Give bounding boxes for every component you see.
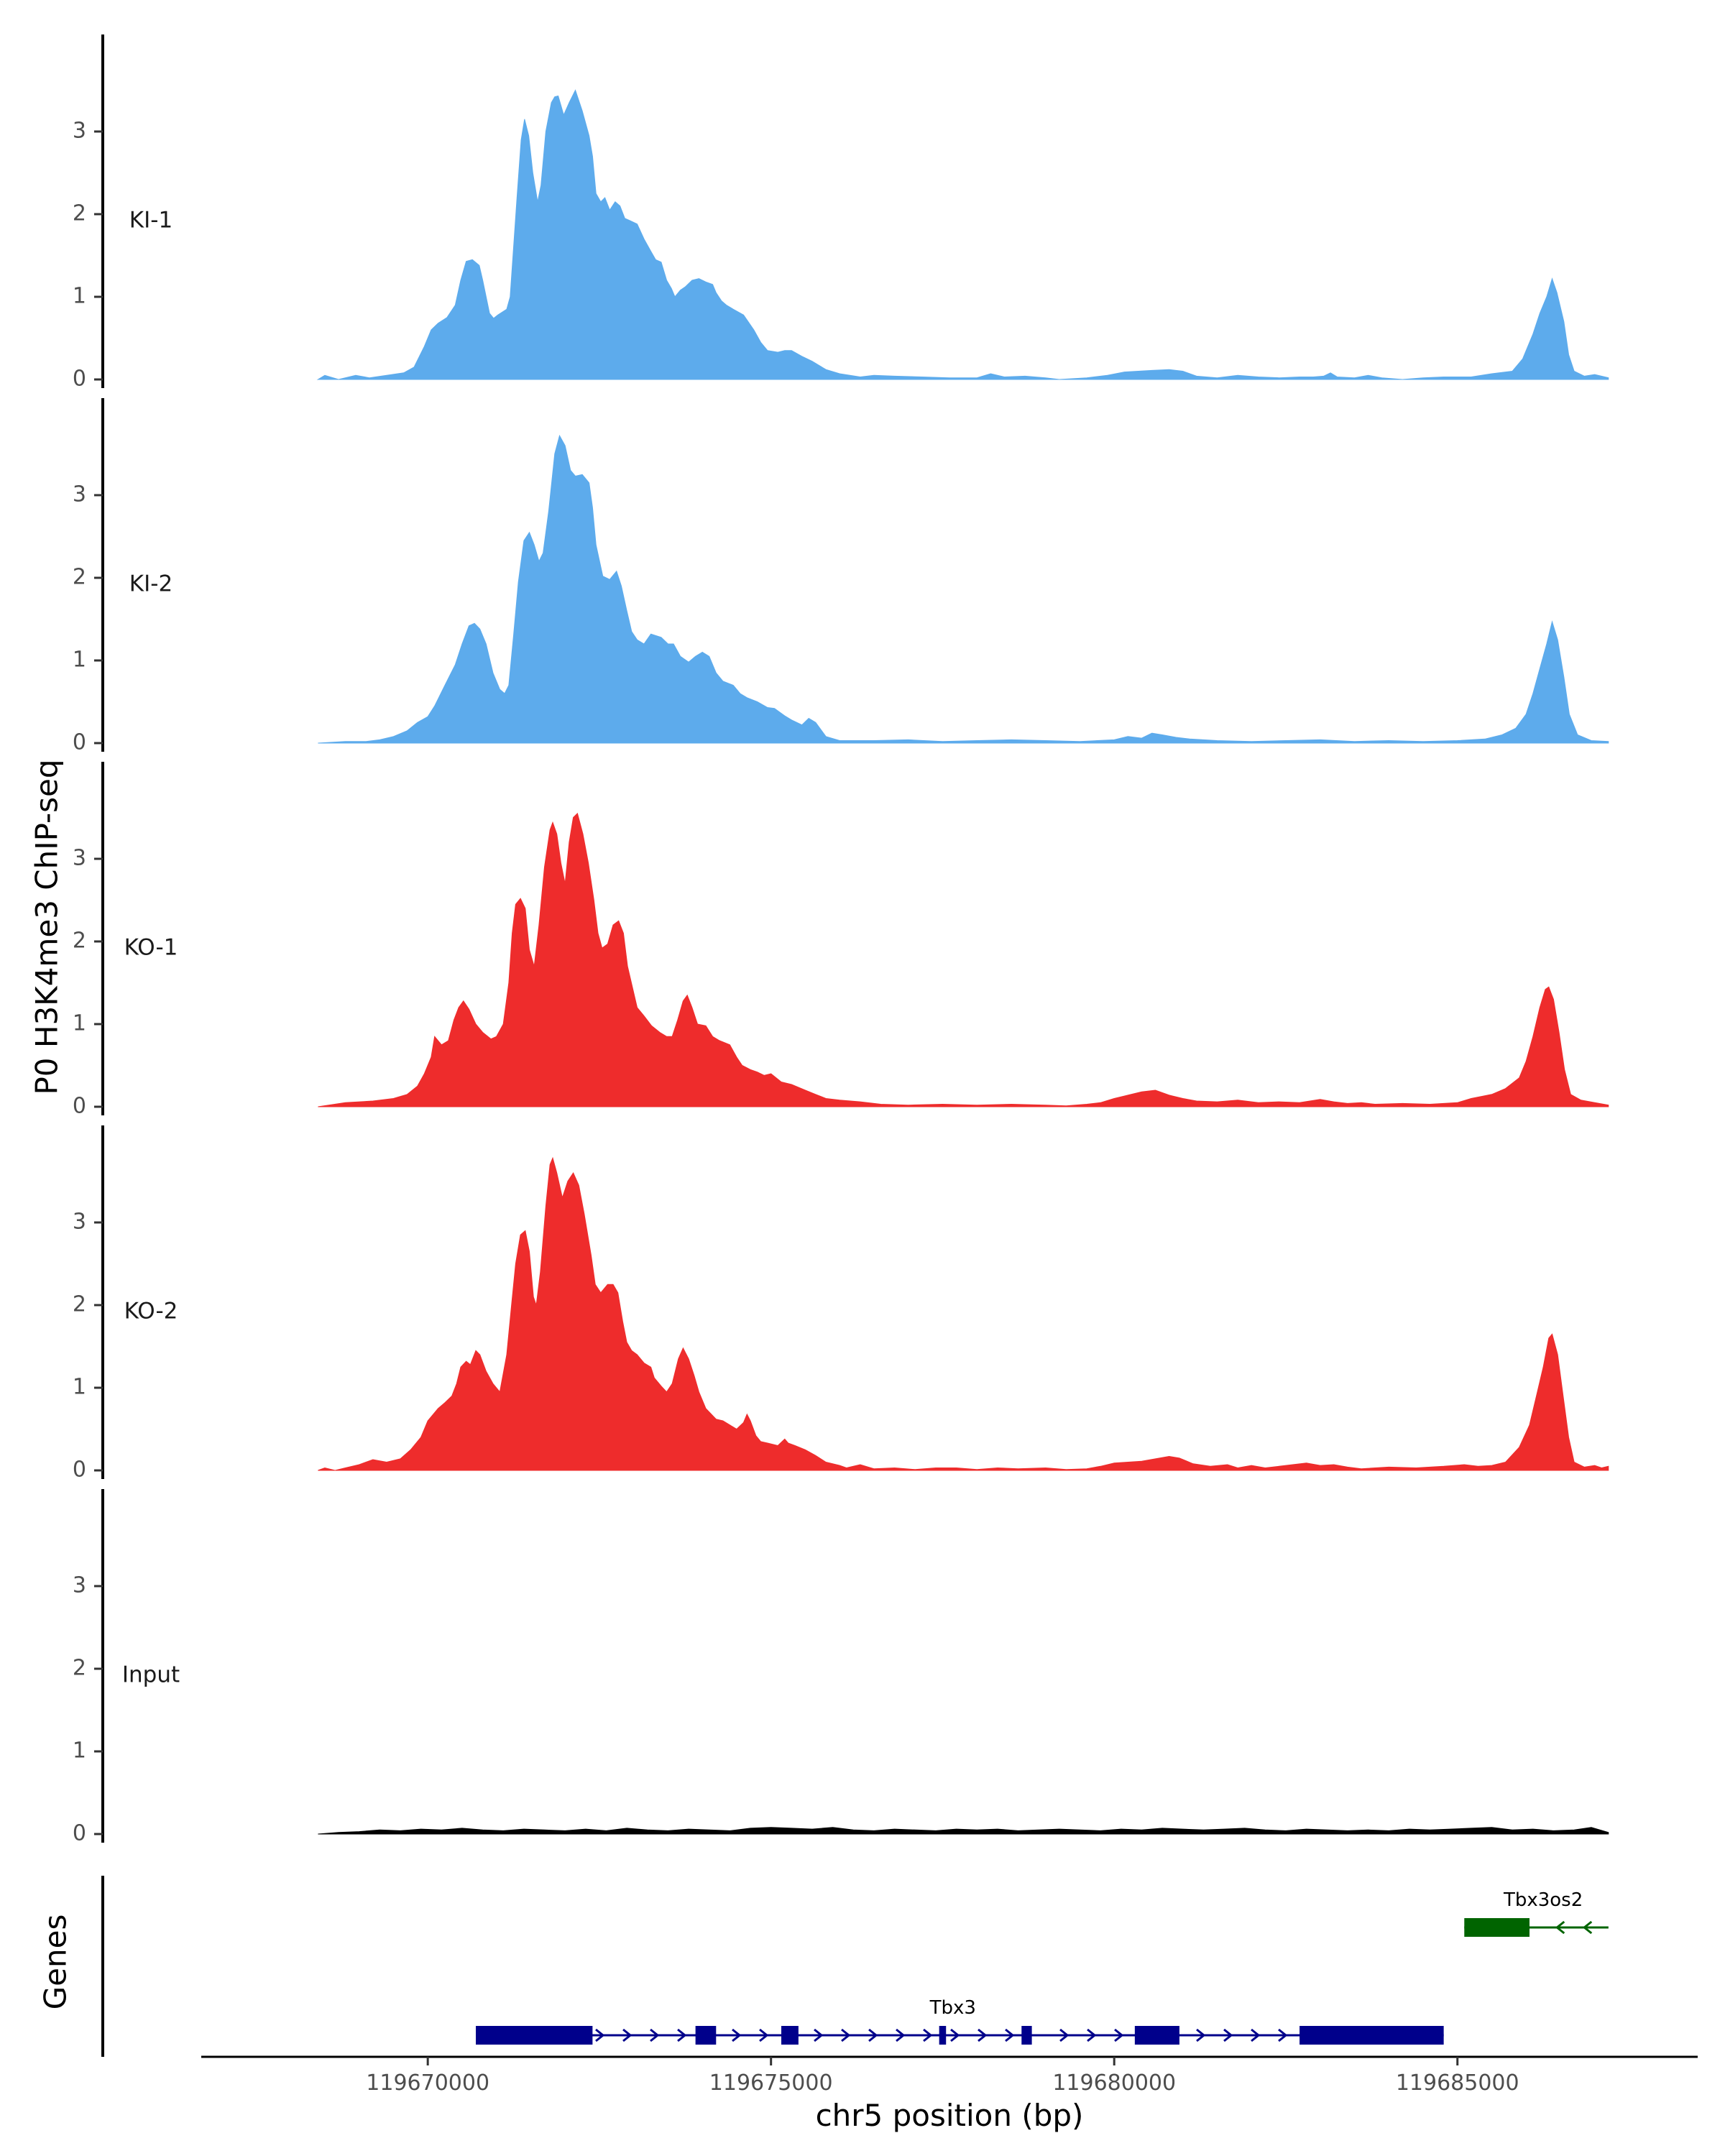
y-tick-label: 1 bbox=[73, 648, 86, 673]
signal-tracks: 0 1 2 3 KI-1 0 1 2 3 KI-2 0 1 2 3 KO-1 0 1 2 3 KO-2 0 1 2 3 Inpu… bbox=[73, 34, 1609, 1846]
y-tick-label: 2 bbox=[73, 201, 86, 226]
strand-chevron bbox=[595, 2028, 605, 2042]
gene-models: Tbx3 Tbx3os2 bbox=[476, 1889, 1609, 2045]
signal-area bbox=[318, 1156, 1609, 1471]
y-tick-label: 0 bbox=[73, 730, 86, 755]
y-tick-label: 3 bbox=[73, 846, 86, 871]
y-tick-label: 0 bbox=[73, 1821, 86, 1846]
signal-area bbox=[316, 89, 1609, 380]
y-tick-label: 2 bbox=[73, 565, 86, 590]
y-tick-label: 0 bbox=[73, 1094, 86, 1119]
signal-area bbox=[318, 434, 1609, 744]
gene-label: Tbx3 bbox=[929, 1997, 976, 2019]
gene-exon bbox=[939, 2026, 947, 2045]
signal-area bbox=[318, 812, 1609, 1107]
signal-area bbox=[318, 1827, 1609, 1835]
x-axis: 119670000 119675000 119680000 119685000 chr… bbox=[201, 2055, 1698, 2133]
gene-exon bbox=[1134, 2026, 1179, 2045]
gene-exon bbox=[1464, 1918, 1530, 1937]
strand-chevron bbox=[677, 2028, 687, 2042]
y-tick-label: 0 bbox=[73, 367, 86, 392]
strand-chevron bbox=[1278, 2028, 1288, 2042]
strand-chevron bbox=[1114, 2028, 1124, 2042]
gene-exon bbox=[1300, 2026, 1444, 2045]
y-tick-label: 3 bbox=[73, 482, 86, 507]
strand-chevron bbox=[1087, 2028, 1097, 2042]
y-tick-label: 1 bbox=[73, 284, 86, 309]
x-ticks: 119670000 119675000 119680000 119685000 bbox=[366, 2057, 1519, 2096]
track-ko-1: 0 1 2 3 KO-1 bbox=[73, 762, 1609, 1119]
y-tick-label: 3 bbox=[73, 1210, 86, 1235]
strand-chevron bbox=[650, 2028, 660, 2042]
gene-exon bbox=[476, 2026, 593, 2045]
gene-label: Tbx3os2 bbox=[1503, 1889, 1583, 1911]
track-ko-2: 0 1 2 3 KO-2 bbox=[73, 1125, 1609, 1483]
strand-chevron bbox=[923, 2028, 933, 2042]
strand-chevron bbox=[1555, 1920, 1565, 1935]
y-tick-label: 1 bbox=[73, 1011, 86, 1036]
track-ki-2: 0 1 2 3 KI-2 bbox=[73, 398, 1609, 755]
gene-exon bbox=[781, 2026, 799, 2045]
track-label: KO-1 bbox=[124, 935, 178, 961]
track-label: KI-2 bbox=[129, 571, 172, 597]
strand-chevron bbox=[1223, 2028, 1233, 2042]
y-tick-label: 1 bbox=[73, 1375, 86, 1400]
track-label: Input bbox=[122, 1662, 180, 1688]
strand-chevron bbox=[1196, 2028, 1206, 2042]
strand-chevron bbox=[814, 2028, 824, 2042]
strand-chevron bbox=[1582, 1920, 1593, 1935]
y-tick-label: 0 bbox=[73, 1457, 86, 1483]
strand-chevron bbox=[732, 2028, 742, 2042]
strand-chevron bbox=[868, 2028, 878, 2042]
y-tick-label: 2 bbox=[73, 929, 86, 954]
gene-exon bbox=[1021, 2026, 1032, 2045]
track-input: 0 1 2 3 Input bbox=[73, 1489, 1609, 1846]
x-tick-label: 119680000 bbox=[1052, 2070, 1176, 2096]
gene-tbx3os2: Tbx3os2 bbox=[1464, 1889, 1609, 1937]
track-label: KI-1 bbox=[129, 208, 172, 234]
strand-chevron bbox=[759, 2028, 769, 2042]
strand-chevron bbox=[978, 2028, 988, 2042]
track-ki-1: 0 1 2 3 KI-1 bbox=[73, 34, 1609, 392]
y-tick-label: 3 bbox=[73, 1573, 86, 1598]
strand-chevron bbox=[1251, 2028, 1261, 2042]
y-tick-label: 1 bbox=[73, 1738, 86, 1764]
genes-axis-title: Genes bbox=[38, 1915, 73, 2010]
x-tick-label: 119670000 bbox=[366, 2070, 489, 2096]
y-tick-label: 2 bbox=[73, 1292, 86, 1317]
x-tick-label: 119675000 bbox=[709, 2070, 833, 2096]
strand-chevron bbox=[950, 2028, 960, 2042]
strand-chevron bbox=[896, 2028, 906, 2042]
track-label: KO-2 bbox=[124, 1299, 178, 1325]
strand-chevron bbox=[1005, 2028, 1015, 2042]
y-tick-label: 2 bbox=[73, 1656, 86, 1681]
gene-tbx3: Tbx3 bbox=[476, 1997, 1444, 2045]
genes-panel: Genes Tbx3 Tbx3os2 bbox=[38, 1876, 1609, 2057]
strand-chevron bbox=[1059, 2028, 1070, 2042]
gene-exon bbox=[695, 2026, 717, 2045]
strand-chevron bbox=[841, 2028, 851, 2042]
strand-chevron bbox=[622, 2028, 632, 2042]
x-tick-label: 119685000 bbox=[1396, 2070, 1519, 2096]
x-axis-title: chr5 position (bp) bbox=[816, 2098, 1084, 2133]
y-axis-title: P0 H3K4me3 ChIP-seq bbox=[29, 759, 65, 1095]
y-tick-label: 3 bbox=[73, 119, 86, 144]
